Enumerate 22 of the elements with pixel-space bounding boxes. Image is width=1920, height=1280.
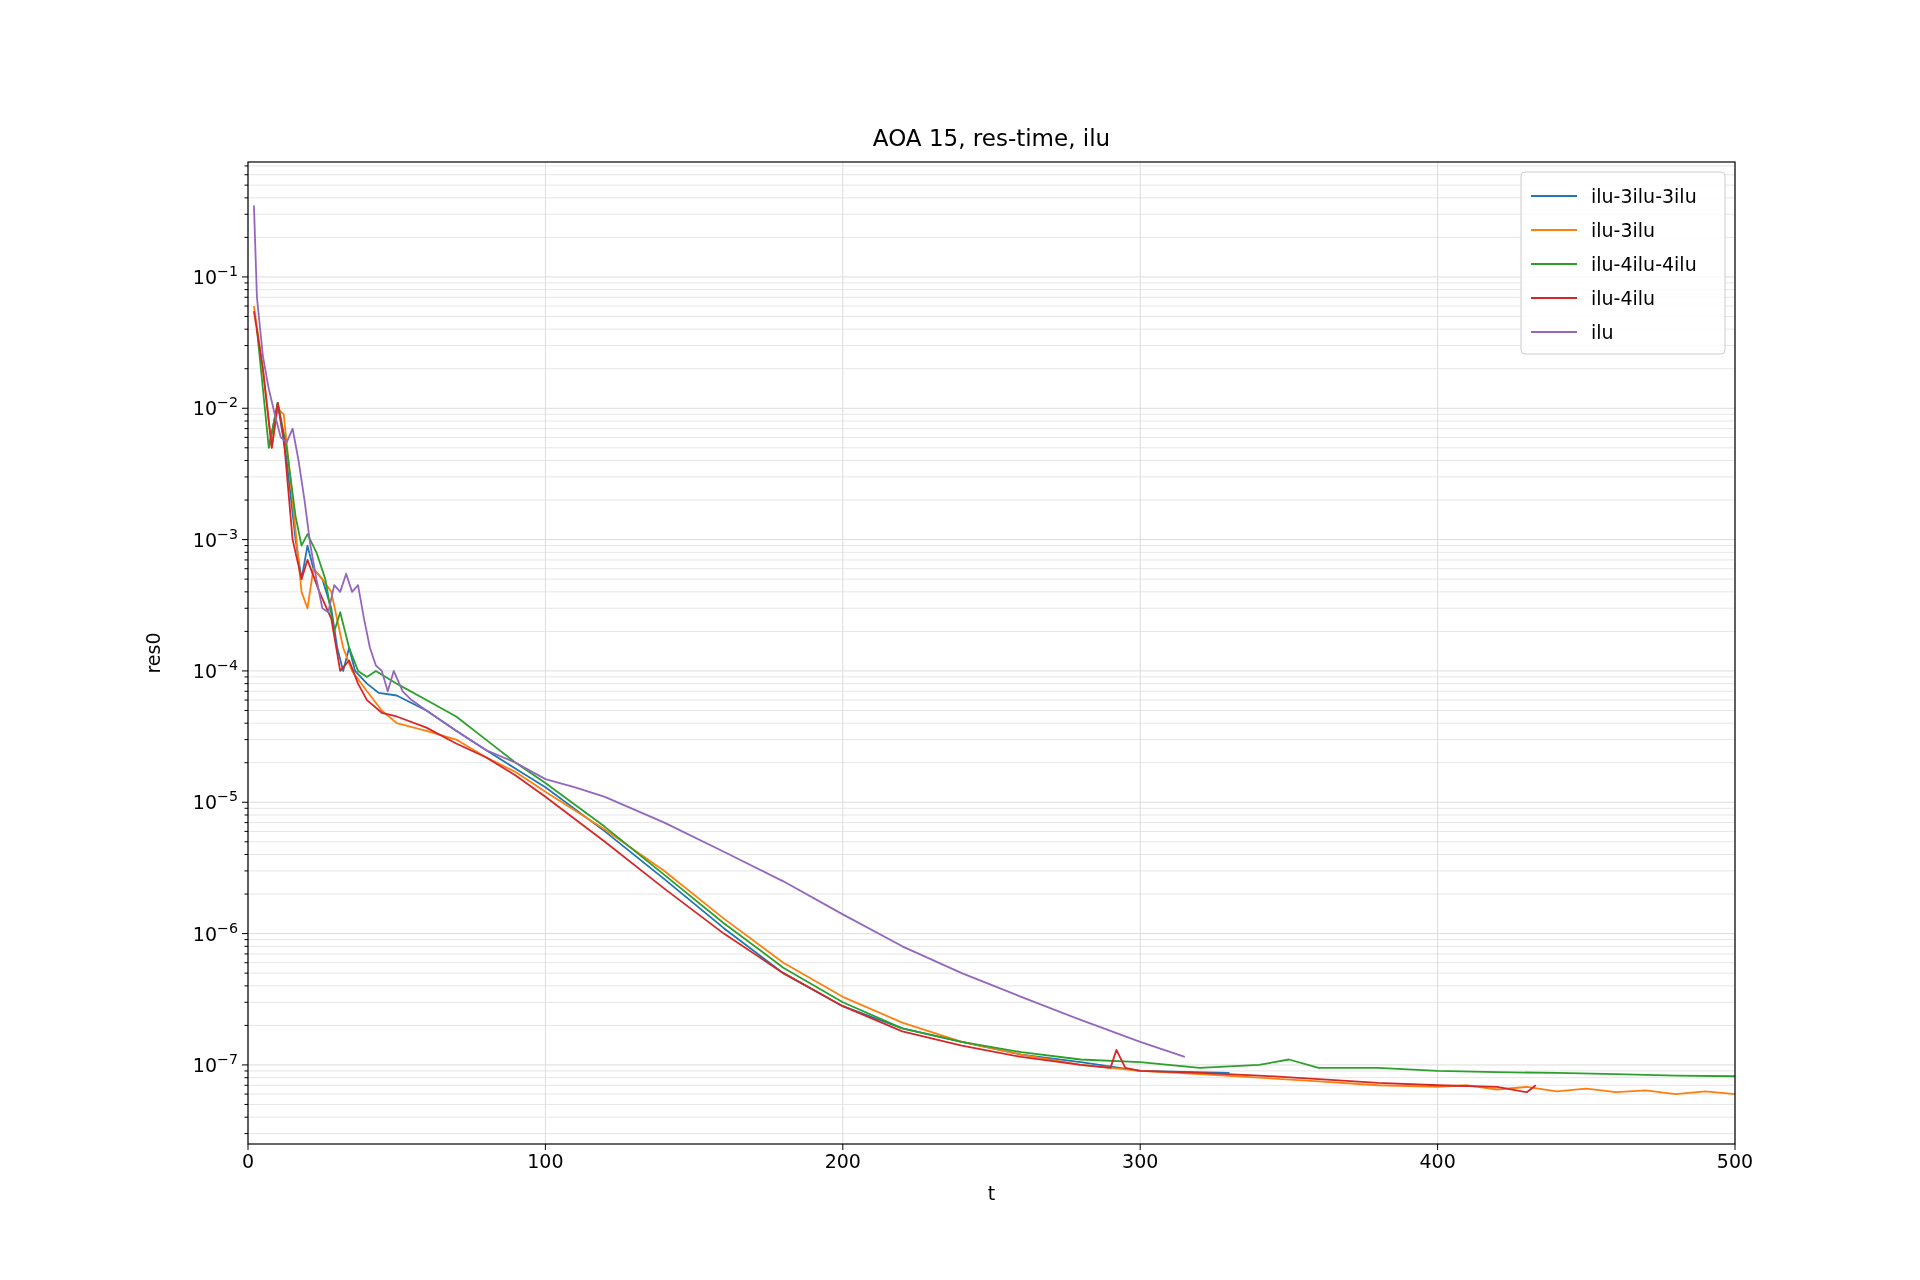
y-tick-label: 10$^{−2}$	[192, 394, 238, 420]
x-axis-title: t	[987, 1182, 996, 1204]
x-tick-label: 500	[1716, 1150, 1754, 1172]
y-tick-label: 10$^{−7}$	[192, 1050, 238, 1076]
legend-label: ilu-4ilu-4ilu	[1591, 253, 1697, 275]
line-series	[253, 204, 1186, 1058]
chart-title: AOA 15, res-time, ilu	[872, 125, 1111, 151]
y-tick-label: 10$^{−5}$	[192, 788, 238, 814]
x-tick-label: 0	[241, 1150, 255, 1172]
y-tick-label: 10$^{−3}$	[192, 525, 238, 551]
x-tick-label: 200	[824, 1150, 861, 1172]
legend-label: ilu-4ilu	[1591, 287, 1656, 309]
legend-label: ilu	[1591, 321, 1614, 343]
x-tick-label: 100	[527, 1150, 564, 1172]
x-tick-label: 300	[1122, 1150, 1159, 1172]
legend-label: ilu-3ilu	[1591, 219, 1656, 241]
y-tick-label: 10$^{−6}$	[192, 919, 238, 945]
legend-label: ilu-3ilu-3ilu	[1591, 185, 1697, 207]
y-tick-label: 10$^{−1}$	[192, 262, 238, 288]
x-tick-label: 400	[1419, 1150, 1456, 1172]
y-axis-title: res0	[142, 632, 164, 674]
y-tick-label: 10$^{−4}$	[192, 656, 238, 682]
